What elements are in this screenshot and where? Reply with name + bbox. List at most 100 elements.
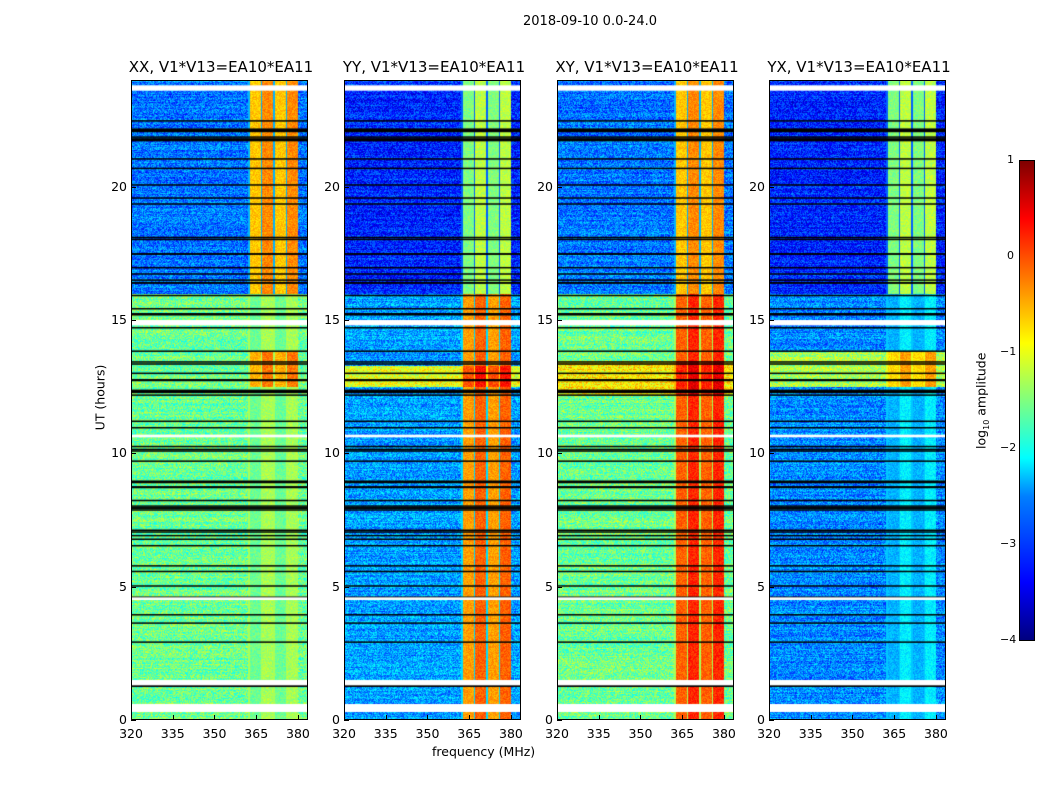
y-tick-mark: [131, 320, 136, 321]
panel-title: XY, V1*V13=EA10*EA11: [555, 58, 739, 76]
y-tick-label: 20: [537, 178, 553, 194]
y-tick-mark: [344, 586, 349, 588]
y-tick-label: 15: [537, 312, 553, 327]
y-tick-label: 0: [332, 712, 340, 727]
y-tick-mark: [769, 320, 774, 321]
x-tick-label: 335: [798, 726, 823, 741]
heatmap-0: [131, 80, 308, 720]
x-tick-label: 335: [160, 726, 185, 741]
y-tick-mark: [769, 453, 774, 455]
colorbar-tick-label: 1: [1007, 153, 1014, 166]
x-tick-mark: [935, 715, 937, 720]
colorbar-label-rest: amplitude: [973, 352, 989, 420]
x-tick-label: 350: [415, 726, 440, 741]
x-tick-label: 350: [202, 726, 227, 741]
y-tick-mark: [344, 320, 349, 321]
y-tick-label: 5: [119, 578, 127, 594]
figure-title: 2018-09-10 0.0-24.0: [523, 14, 657, 29]
colorbar-label-log: log: [973, 429, 989, 449]
y-tick-mark: [769, 720, 774, 721]
y-tick-mark: [131, 586, 136, 588]
x-tick-mark: [131, 715, 132, 720]
x-tick-mark: [427, 715, 429, 720]
x-tick-label: 365: [457, 726, 482, 741]
y-tick-label: 0: [545, 712, 553, 727]
x-tick-label: 350: [628, 726, 653, 741]
x-tick-mark: [723, 715, 725, 720]
plot-frame: [131, 80, 308, 720]
y-tick-mark: [557, 720, 562, 721]
panel-title: XX, V1*V13=EA10*EA11: [128, 58, 314, 76]
y-tick-label: 15: [749, 312, 765, 327]
x-tick-label: 350: [840, 726, 865, 741]
x-tick-mark: [172, 715, 174, 720]
y-tick-label: 10: [111, 445, 127, 461]
x-tick-label: 380: [924, 726, 948, 741]
y-tick-mark: [557, 586, 562, 588]
x-tick-mark: [682, 715, 684, 720]
colorbar-tick-label: 0: [1007, 249, 1014, 262]
x-tick-label: 320: [119, 726, 143, 741]
colorbar: [1019, 160, 1035, 641]
panel-2: XY, V1*V13=EA10*EA11 320 335 350 365 380 0 5 10 1…: [537, 58, 739, 741]
x-tick-mark: [510, 715, 512, 720]
x-tick-mark: [256, 715, 258, 720]
x-tick-mark: [894, 715, 896, 720]
panel-3: YX, V1*V13=EA10*EA11 320 335 350 365 380 0 5 10 1…: [749, 58, 951, 741]
y-tick-label: 10: [749, 445, 765, 461]
y-tick-label: 10: [324, 445, 340, 461]
x-tick-label: 335: [586, 726, 611, 741]
panel-title: YY, V1*V13=EA10*EA11: [342, 58, 526, 76]
x-tick-label: 380: [712, 726, 736, 741]
y-tick-mark: [557, 320, 562, 321]
y-tick-label: 0: [119, 712, 127, 727]
plot-frame: [769, 80, 946, 720]
x-tick-mark: [598, 715, 600, 720]
y-tick-label: 10: [537, 445, 553, 461]
x-tick-label: 320: [545, 726, 569, 741]
y-tick-label: 20: [749, 178, 765, 194]
x-tick-mark: [214, 715, 216, 720]
colorbar-tick-label: −1: [1000, 345, 1017, 358]
panel-1: YY, V1*V13=EA10*EA11 320 335 350 365 380 0 5 10 1…: [324, 58, 525, 741]
colorbar-label-sub: 10: [981, 419, 991, 430]
x-tick-label: 380: [286, 726, 310, 741]
y-tick-label: 0: [757, 712, 765, 727]
x-axis-label: frequency (MHz): [432, 744, 536, 759]
x-tick-label: 320: [757, 726, 781, 741]
x-tick-mark: [852, 715, 854, 720]
y-tick-label: 5: [545, 578, 553, 594]
y-tick-label: 20: [111, 178, 127, 194]
y-tick-label: 15: [111, 312, 127, 327]
y-tick-mark: [344, 186, 349, 188]
y-tick-mark: [557, 186, 562, 188]
x-tick-mark: [297, 715, 299, 720]
plot-frame: [557, 80, 734, 720]
colorbar-tick-label: −2: [1000, 441, 1017, 454]
x-tick-label: 365: [670, 726, 695, 741]
x-tick-mark: [810, 715, 812, 720]
colorbar-tick-label: −4: [1000, 633, 1017, 646]
y-tick-label: 5: [332, 578, 340, 594]
panel-0: XX, V1*V13=EA10*EA11 320 335 350 365 380 0 5 10 1…: [111, 58, 313, 741]
heatmap-3: [769, 80, 946, 720]
y-tick-mark: [344, 453, 349, 455]
plot-frame: [344, 80, 521, 720]
x-tick-label: 365: [882, 726, 907, 741]
y-tick-label: 5: [757, 578, 765, 594]
x-tick-mark: [640, 715, 642, 720]
y-tick-mark: [557, 453, 562, 455]
heatmap-2: [557, 80, 734, 720]
x-tick-mark: [344, 715, 345, 720]
heatmap-1: [344, 80, 521, 720]
x-tick-label: 365: [244, 726, 269, 741]
y-axis-label: UT (hours): [92, 364, 108, 431]
y-tick-mark: [344, 720, 349, 721]
y-tick-label: 20: [324, 178, 340, 194]
panel-title: YX, V1*V13=EA10*EA11: [767, 58, 951, 76]
x-tick-mark: [469, 715, 471, 720]
y-tick-mark: [769, 186, 774, 188]
y-tick-label: 15: [324, 312, 340, 327]
x-tick-mark: [385, 715, 387, 720]
